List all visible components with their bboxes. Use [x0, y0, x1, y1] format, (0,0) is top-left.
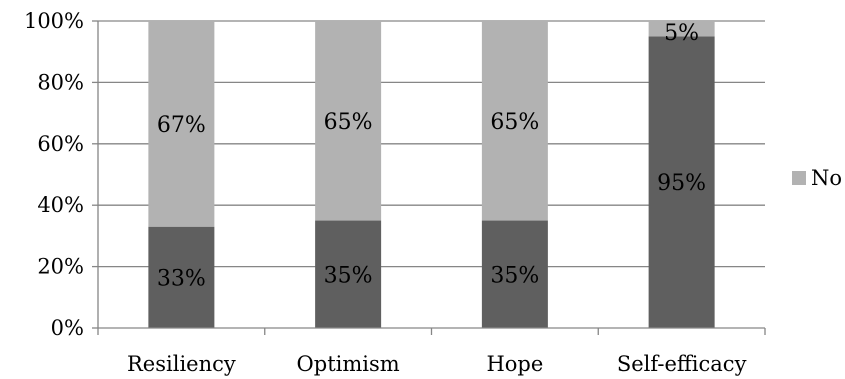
data-labels: 33% 67% 35% 65% 35% 65% 95% 5%	[157, 21, 706, 291]
data-label: 67%	[157, 113, 206, 138]
category-label: Self-efficacy	[617, 352, 747, 376]
category-label: Hope	[486, 352, 543, 376]
y-tick-label: 20%	[37, 255, 84, 279]
bar-segment-yes-self-efficacy	[648, 36, 715, 328]
bar-segment-no-optimism	[315, 21, 382, 221]
legend: No	[792, 166, 842, 190]
y-tick-label: 40%	[37, 193, 84, 217]
axes	[92, 20, 766, 335]
y-tick-label: 60%	[37, 132, 84, 156]
bar-segment-no-hope	[481, 21, 548, 221]
category-label: Optimism	[297, 352, 400, 376]
data-label: 65%	[324, 110, 373, 135]
legend-label-no: No	[811, 166, 842, 190]
data-label: 65%	[490, 110, 539, 135]
bar-segment-yes-optimism	[315, 220, 382, 328]
y-tick-label: 0%	[51, 316, 84, 340]
data-label: 5%	[664, 21, 699, 46]
bar-segment-no-self-efficacy	[648, 21, 715, 37]
bar-segment-yes-resiliency	[148, 226, 215, 328]
y-tick-labels: 0% 20% 40% 60% 80% 100%	[24, 9, 84, 340]
bar-segment-yes-hope	[481, 220, 548, 328]
category-labels: Resiliency Optimism Hope Self-efficacy	[127, 352, 747, 376]
y-tick-label: 100%	[24, 9, 84, 33]
data-label: 35%	[324, 263, 373, 288]
legend-swatch-no	[792, 171, 806, 185]
data-label: 35%	[490, 263, 539, 288]
category-label: Resiliency	[127, 352, 236, 376]
data-label: 33%	[157, 266, 206, 291]
bar-segment-no-resiliency	[148, 21, 215, 227]
bars	[148, 21, 715, 328]
data-label: 95%	[657, 171, 706, 196]
y-tick-label: 80%	[37, 70, 84, 94]
